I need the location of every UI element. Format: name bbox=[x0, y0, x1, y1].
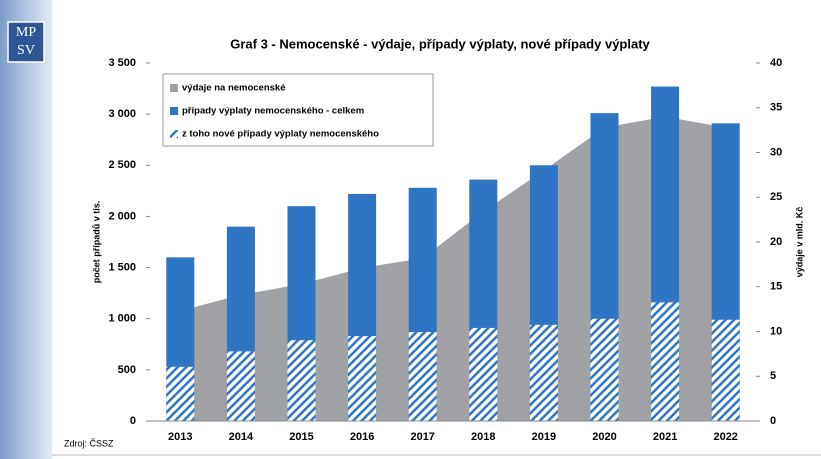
legend-marker bbox=[170, 130, 178, 138]
y2-axis-label: výdaje v mld. Kč bbox=[794, 207, 804, 278]
chart-title: Graf 3 - Nemocenské - výdaje, případy vý… bbox=[230, 36, 650, 51]
source: Zdroj: ČSSZ bbox=[64, 438, 114, 448]
y-tick-label: 0 bbox=[130, 415, 136, 427]
y-tick-label: 2 000 bbox=[108, 210, 136, 222]
bar bbox=[590, 318, 619, 421]
legend-marker bbox=[170, 84, 178, 92]
legend bbox=[162, 73, 434, 147]
y2-tick-label: 15 bbox=[770, 281, 782, 293]
y-axis-label: počet případů v tis. bbox=[91, 201, 101, 284]
bar bbox=[408, 332, 437, 421]
x-tick-label: 2015 bbox=[289, 431, 313, 443]
logo bbox=[7, 21, 45, 63]
legend-label: z toho nové případy výplaty nemocenského bbox=[182, 129, 379, 140]
bar bbox=[469, 327, 498, 421]
legend-label: případy výplaty nemocenského - celkem bbox=[182, 106, 364, 117]
y-tick-label: 1 000 bbox=[108, 313, 136, 325]
y2-tick-label: 10 bbox=[770, 325, 782, 337]
legend-marker bbox=[170, 107, 178, 115]
logo-text: MP bbox=[16, 25, 36, 40]
y-tick-label: 500 bbox=[118, 364, 136, 376]
y2-tick-label: 0 bbox=[770, 415, 776, 427]
x-tick-label: 2021 bbox=[653, 431, 677, 443]
bar bbox=[226, 351, 255, 421]
y2-tick-label: 35 bbox=[770, 102, 782, 114]
x-tick-label: 2020 bbox=[592, 431, 616, 443]
x-tick-label: 2013 bbox=[168, 431, 192, 443]
legend-label: výdaje na nemocenské bbox=[182, 83, 286, 94]
bar bbox=[529, 324, 558, 421]
x-tick-label: 2017 bbox=[410, 431, 434, 443]
decor-strip bbox=[0, 0, 52, 459]
y-tick-label: 2 500 bbox=[108, 159, 136, 171]
y2-tick-label: 20 bbox=[770, 236, 782, 248]
bar bbox=[711, 319, 740, 421]
x-tick-label: 2022 bbox=[713, 431, 737, 443]
bar bbox=[348, 336, 377, 421]
y-tick-label: 1 500 bbox=[108, 261, 136, 273]
y2-tick-label: 30 bbox=[770, 146, 782, 158]
bar bbox=[651, 302, 680, 421]
y2-tick-label: 25 bbox=[770, 191, 782, 203]
x-tick-label: 2018 bbox=[471, 431, 495, 443]
y-tick-label: 3 000 bbox=[108, 108, 136, 120]
logo-text: SV bbox=[17, 43, 35, 58]
x-tick-label: 2016 bbox=[350, 431, 374, 443]
area bbox=[180, 116, 726, 421]
y2-tick-label: 5 bbox=[770, 370, 776, 382]
y2-tick-label: 40 bbox=[770, 57, 782, 69]
bar bbox=[166, 366, 195, 421]
bar bbox=[287, 340, 316, 421]
x-tick-label: 2019 bbox=[532, 431, 556, 443]
y-tick-label: 3 500 bbox=[108, 57, 136, 69]
x-tick-label: 2014 bbox=[229, 431, 254, 443]
